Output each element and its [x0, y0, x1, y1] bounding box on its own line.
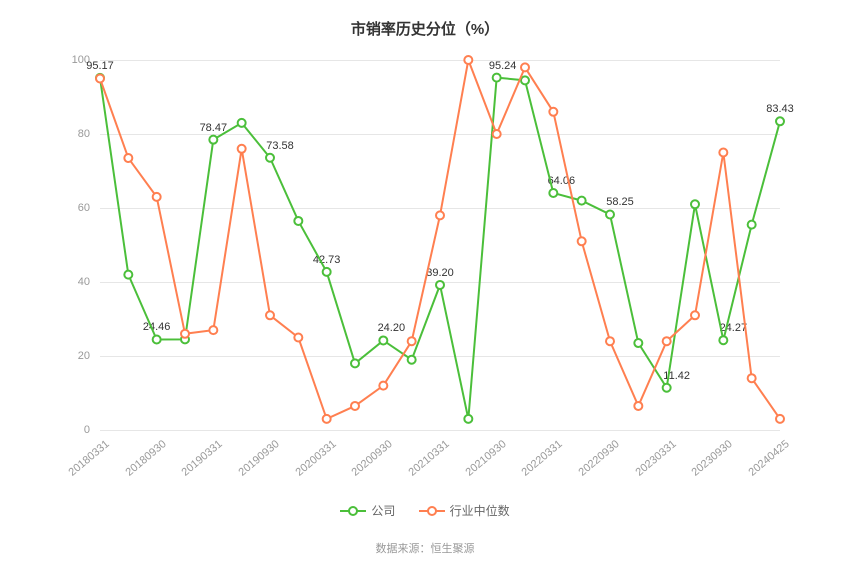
data-point[interactable] — [323, 268, 331, 276]
data-point[interactable] — [691, 311, 699, 319]
data-point[interactable] — [153, 335, 161, 343]
y-axis-label: 0 — [50, 424, 90, 436]
data-point[interactable] — [436, 281, 444, 289]
y-axis-label: 60 — [50, 202, 90, 214]
y-axis-label: 40 — [50, 276, 90, 288]
data-point[interactable] — [719, 149, 727, 157]
data-point[interactable] — [776, 415, 784, 423]
data-point[interactable] — [323, 415, 331, 423]
data-point[interactable] — [521, 76, 529, 84]
data-point[interactable] — [124, 154, 132, 162]
data-point[interactable] — [578, 197, 586, 205]
data-point[interactable] — [351, 359, 359, 367]
y-axis-label: 100 — [50, 54, 90, 66]
legend-label: 公司 — [371, 502, 395, 519]
data-point[interactable] — [408, 356, 416, 364]
legend-item-industry[interactable]: 行业中位数 — [419, 502, 510, 519]
data-point[interactable] — [748, 374, 756, 382]
data-point[interactable] — [209, 136, 217, 144]
data-point[interactable] — [408, 337, 416, 345]
data-point[interactable] — [351, 402, 359, 410]
data-point[interactable] — [549, 189, 557, 197]
data-point[interactable] — [294, 334, 302, 342]
gridline — [100, 430, 780, 431]
data-point[interactable] — [96, 75, 104, 83]
data-point[interactable] — [379, 382, 387, 390]
data-point[interactable] — [634, 339, 642, 347]
data-point[interactable] — [663, 384, 671, 392]
data-point[interactable] — [153, 193, 161, 201]
data-point[interactable] — [464, 56, 472, 64]
data-point[interactable] — [181, 330, 189, 338]
data-point[interactable] — [748, 221, 756, 229]
data-point[interactable] — [238, 119, 246, 127]
data-point[interactable] — [266, 154, 274, 162]
data-point[interactable] — [436, 211, 444, 219]
chart-title: 市销率历史分位（%） — [0, 0, 850, 39]
data-point[interactable] — [606, 210, 614, 218]
data-point[interactable] — [776, 117, 784, 125]
data-point[interactable] — [464, 415, 472, 423]
data-point[interactable] — [209, 326, 217, 334]
data-point[interactable] — [719, 336, 727, 344]
legend-label: 行业中位数 — [450, 502, 510, 519]
data-point[interactable] — [238, 145, 246, 153]
data-point[interactable] — [379, 336, 387, 344]
data-point[interactable] — [294, 217, 302, 225]
y-axis-label: 20 — [50, 350, 90, 362]
series-line — [100, 60, 780, 419]
data-point[interactable] — [606, 337, 614, 345]
chart-lines — [100, 60, 780, 430]
data-point[interactable] — [634, 402, 642, 410]
data-point[interactable] — [266, 311, 274, 319]
data-point[interactable] — [549, 108, 557, 116]
data-point[interactable] — [521, 63, 529, 71]
chart-source: 数据来源：恒生聚源 — [0, 540, 850, 556]
data-point[interactable] — [493, 74, 501, 82]
chart-legend: 公司 行业中位数 — [0, 502, 850, 520]
y-axis-label: 80 — [50, 128, 90, 140]
data-point[interactable] — [663, 337, 671, 345]
data-point[interactable] — [124, 271, 132, 279]
chart-plot-area: 0204060801002018033120180930201903312019… — [100, 60, 780, 430]
data-point[interactable] — [578, 237, 586, 245]
series-line — [100, 78, 780, 419]
legend-item-company[interactable]: 公司 — [340, 502, 395, 519]
data-point[interactable] — [493, 130, 501, 138]
data-point[interactable] — [691, 200, 699, 208]
